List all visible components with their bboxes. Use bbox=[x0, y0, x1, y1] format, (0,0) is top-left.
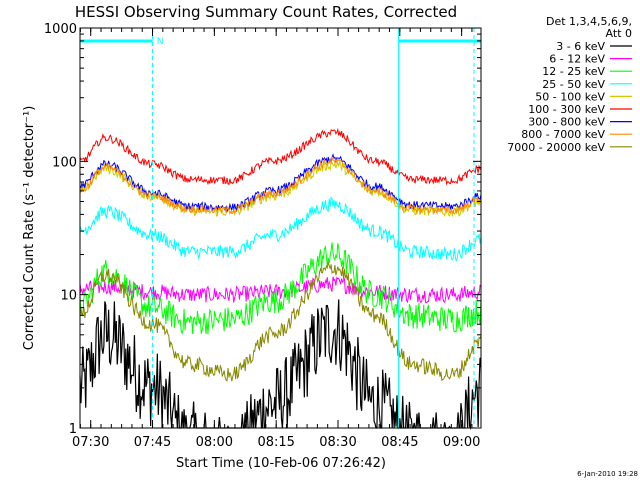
legend-header-line: Att 0 bbox=[606, 27, 632, 40]
series-line-8 bbox=[79, 262, 482, 382]
x-tick-label: 08:15 bbox=[257, 435, 294, 450]
footer-timestamp: 6-Jan-2010 19:28 bbox=[577, 470, 638, 478]
x-tick-label: 09:00 bbox=[443, 435, 480, 450]
series-line-0 bbox=[79, 299, 482, 431]
y-tick-label: 1 bbox=[69, 422, 77, 437]
x-tick-label: 08:45 bbox=[381, 435, 418, 450]
x-tick-label: 08:30 bbox=[319, 435, 356, 450]
y-tick-label: 100 bbox=[52, 155, 77, 170]
annotation-0: N bbox=[157, 37, 164, 47]
y-axis-label: Corrected Count Rate (s⁻¹ detector⁻¹) bbox=[22, 106, 37, 351]
series-line-7 bbox=[79, 155, 482, 215]
series-line-5 bbox=[79, 127, 482, 186]
legend-label: 7000 - 20000 keV bbox=[507, 141, 605, 154]
x-tick-label: 07:30 bbox=[72, 435, 109, 450]
legend-label: 12 - 25 keV bbox=[542, 65, 605, 78]
flag-markers: N bbox=[80, 28, 481, 428]
x-tick-label: 07:45 bbox=[134, 435, 171, 450]
legend-label: 300 - 800 keV bbox=[528, 116, 605, 129]
series-line-4 bbox=[79, 159, 482, 217]
legend-label: 25 - 50 keV bbox=[542, 78, 605, 91]
legend-label: 3 - 6 keV bbox=[556, 40, 605, 53]
legend-header-line: Det 1,3,4,5,6,9, bbox=[546, 15, 632, 28]
plot-frame bbox=[79, 27, 482, 429]
legend-label: 50 - 100 keV bbox=[535, 90, 605, 103]
series-line-2 bbox=[79, 242, 482, 335]
axes: 1 10 100 1000 07:30 07:45 08:00 08:15 08:30 08:45… bbox=[44, 22, 481, 450]
y-tick-label: 10 bbox=[60, 289, 77, 304]
series-curves bbox=[79, 127, 482, 431]
series-line-3 bbox=[79, 196, 482, 263]
x-tick-label: 08:00 bbox=[196, 435, 233, 450]
legend-label: 800 - 7000 keV bbox=[521, 128, 605, 141]
series-line-6 bbox=[79, 153, 482, 213]
series-line-1 bbox=[79, 276, 482, 304]
y-tick-label: 1000 bbox=[44, 22, 77, 37]
legend-label: 6 - 12 keV bbox=[549, 53, 605, 66]
x-axis-label: Start Time (10-Feb-06 07:26:42) bbox=[176, 456, 386, 471]
chart-title: HESSI Observing Summary Count Rates, Cor… bbox=[75, 3, 457, 21]
legend-label: 100 - 300 keV bbox=[528, 103, 605, 116]
